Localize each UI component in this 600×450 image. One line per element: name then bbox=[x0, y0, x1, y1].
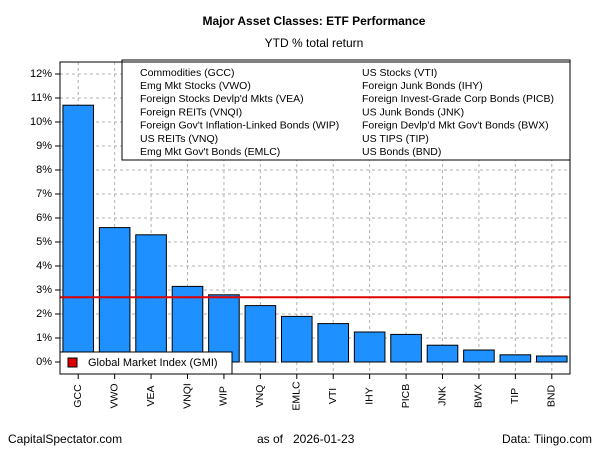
bar bbox=[208, 294, 240, 363]
footer-as-of: as of bbox=[257, 432, 284, 446]
legend-entry: Commodities (GCC) bbox=[140, 67, 235, 79]
legend-entry: Foreign Devlp'd Mkt Gov't Bonds (BWX) bbox=[362, 120, 549, 132]
x-tick-label: VWO bbox=[108, 383, 120, 408]
bar bbox=[499, 354, 532, 363]
x-tick-label: BND bbox=[546, 384, 558, 407]
legend-entry: Foreign Gov't Inflation-Linked Bonds (WI… bbox=[140, 120, 339, 132]
legend-box bbox=[121, 59, 571, 161]
plot-frame bbox=[59, 61, 571, 375]
bar bbox=[62, 104, 95, 363]
bar bbox=[135, 234, 167, 363]
footer-date: 2026-01-23 bbox=[293, 432, 355, 446]
bar bbox=[463, 349, 495, 363]
y-tick-label: 9% bbox=[36, 140, 52, 152]
y-tick-label: 8% bbox=[36, 164, 52, 176]
legend-entry: Emg Mkt Stocks (VWO) bbox=[140, 80, 251, 92]
footer-source: CapitalSpectator.com bbox=[8, 432, 122, 446]
legend-entry: US TIPS (TIP) bbox=[362, 133, 429, 145]
x-tick-label: JNK bbox=[436, 386, 448, 406]
gmi-legend-swatch bbox=[67, 357, 78, 368]
legend-entry: Foreign REITs (VNQI) bbox=[140, 106, 242, 118]
bar bbox=[171, 285, 204, 363]
x-tick-label: BWX bbox=[473, 384, 485, 408]
bar bbox=[280, 315, 313, 363]
x-tick-label: VNQ bbox=[254, 385, 266, 408]
y-tick-label: 12% bbox=[30, 68, 52, 80]
y-tick-label: 2% bbox=[36, 308, 52, 320]
gmi-legend-label: Global Market Index (GMI) bbox=[88, 357, 218, 369]
legend-entry: Emg Mkt Gov't Bonds (EMLC) bbox=[140, 146, 280, 158]
x-tick-label: VTI bbox=[327, 388, 339, 404]
bar bbox=[535, 355, 568, 363]
y-tick-label: 11% bbox=[31, 92, 52, 104]
x-tick-label: TIP bbox=[509, 388, 521, 404]
bar bbox=[244, 305, 277, 363]
legend-entry: US Bonds (BND) bbox=[362, 146, 441, 158]
x-tick-label: WIP bbox=[218, 386, 230, 406]
chart-subtitle: YTD % total return bbox=[265, 36, 364, 50]
x-tick-label: EMLC bbox=[291, 381, 303, 411]
y-tick-label: 1% bbox=[36, 332, 52, 344]
x-tick-label: VNQI bbox=[181, 383, 193, 409]
x-tick-label: GCC bbox=[72, 384, 84, 408]
x-tick-label: VEA bbox=[145, 385, 157, 406]
legend-entry: Foreign Invest-Grade Corp Bonds (PICB) bbox=[362, 93, 554, 105]
bar bbox=[353, 331, 386, 363]
bar bbox=[98, 227, 131, 363]
y-tick-label: 3% bbox=[36, 284, 52, 296]
legend-entry: Foreign Stocks Devlp'd Mkts (VEA) bbox=[140, 93, 304, 105]
y-tick-label: 4% bbox=[36, 260, 52, 272]
y-tick-label: 10% bbox=[30, 116, 52, 128]
legend-entry: US Junk Bonds (JNK) bbox=[362, 106, 464, 118]
footer-data: Data: Tiingo.com bbox=[502, 432, 592, 446]
y-tick-label: 6% bbox=[36, 212, 52, 224]
legend-entry: US Stocks (VTI) bbox=[362, 67, 437, 79]
legend-entry: US REITs (VNQ) bbox=[140, 133, 218, 145]
x-tick-label: IHY bbox=[363, 387, 375, 405]
bar bbox=[317, 323, 350, 363]
y-tick-label: 5% bbox=[36, 236, 52, 248]
bar bbox=[390, 333, 422, 363]
legend-entry: Foreign Junk Bonds (IHY) bbox=[362, 80, 483, 92]
x-tick-label: PICB bbox=[400, 384, 412, 409]
chart-title: Major Asset Classes: ETF Performance bbox=[203, 14, 426, 28]
y-tick-label: 0% bbox=[36, 356, 52, 368]
y-tick-label: 7% bbox=[36, 188, 52, 200]
bar bbox=[426, 344, 459, 363]
